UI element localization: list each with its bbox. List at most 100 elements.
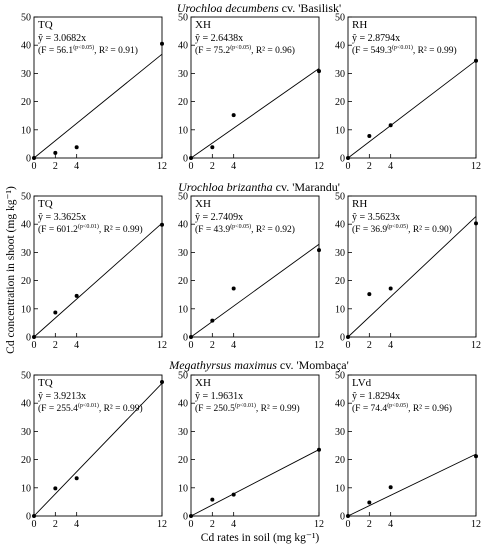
panel-label: RH <box>352 198 367 210</box>
data-point <box>160 41 164 46</box>
x-tick-label: 2 <box>367 161 372 172</box>
chart-panel: 0 10 20 30 40 50 0 2 4 12 XH ŷ = 2.7409x(F = 43.9(p… <box>178 192 324 352</box>
y-tick-label: 50 <box>335 192 345 203</box>
y-tick-label: 30 <box>178 427 188 438</box>
x-tick-label: 0 <box>32 161 37 172</box>
plot-frame <box>33 195 163 338</box>
x-tick-label: 4 <box>74 519 79 530</box>
x-tick-label: 2 <box>53 519 58 530</box>
data-point <box>317 447 321 452</box>
chart-group: Megathyrsus maximus cv. 'Mombaça'0102030… <box>21 358 481 530</box>
y-tick-label: 40 <box>21 220 31 231</box>
y-tick-label: 40 <box>335 399 345 410</box>
y-tick-label: 10 <box>178 483 188 494</box>
chart-group: Urochloa decumbens cv. 'Basilisk'0102030… <box>21 1 481 172</box>
y-tick-label: 10 <box>21 483 31 494</box>
regression-line <box>190 449 320 517</box>
data-point <box>388 485 393 490</box>
x-tick-label: 12 <box>471 161 481 172</box>
data-point <box>231 113 236 118</box>
x-tick-label: 12 <box>314 340 324 351</box>
regression-line <box>190 243 320 338</box>
y-tick-label: 0 <box>26 512 31 523</box>
y-tick-label: 50 <box>21 192 31 203</box>
data-point <box>367 500 372 505</box>
y-tick-label: 10 <box>21 125 31 136</box>
x-tick-label: 4 <box>388 519 393 530</box>
x-tick-label: 4 <box>231 161 236 172</box>
panel-label: RH <box>352 19 367 31</box>
fit-stats: (F = 43.9(p<0.05), R² = 0.92) <box>195 223 295 235</box>
data-point <box>32 156 36 160</box>
chart-panel: 0 10 20 30 40 50 0 2 4 12 TQ ŷ = 3.3625x(F = 601.2(… <box>21 192 167 352</box>
y-tick-label: 20 <box>335 97 345 108</box>
y-tick-label: 10 <box>178 125 188 136</box>
x-tick-label: 2 <box>210 161 215 172</box>
data-point <box>53 310 58 315</box>
plot-frame <box>190 16 320 159</box>
chart-panel: 0 10 20 30 40 50 0 2 4 12 RH ŷ = 3.5623x(F = 36.9(p… <box>335 192 481 352</box>
chart-panel: 0 10 20 30 40 50 0 2 4 12 TQ ŷ = 3.0682x(F = 56.1(p… <box>21 13 167 173</box>
data-point <box>388 123 393 128</box>
data-point <box>74 293 79 298</box>
x-tick-label: 12 <box>314 161 324 172</box>
y-tick-label: 0 <box>183 512 188 523</box>
x-tick-label: 12 <box>157 340 167 351</box>
y-tick-label: 50 <box>178 371 188 382</box>
x-tick-label: 0 <box>346 161 351 172</box>
data-point <box>189 335 193 339</box>
data-point <box>160 222 164 227</box>
group-title: Urochloa decumbens cv. 'Basilisk' <box>177 1 341 15</box>
data-point <box>74 476 79 481</box>
chart-panel: 0 10 20 30 40 50 0 2 4 12 TQ ŷ = 3.9213x(F = 255.4(… <box>21 371 167 531</box>
x-tick-label: 12 <box>471 340 481 351</box>
chart-group: Urochloa brizantha cv. 'Marandu'01020304… <box>21 180 481 351</box>
y-tick-label: 50 <box>335 371 345 382</box>
panel-label: TQ <box>38 19 53 31</box>
y-tick-label: 40 <box>335 220 345 231</box>
x-tick-label: 0 <box>32 519 37 530</box>
x-tick-label: 2 <box>53 161 58 172</box>
y-tick-label: 10 <box>335 304 345 315</box>
regression-line <box>33 53 163 159</box>
fit-equation: ŷ = 1.9631x <box>195 391 243 402</box>
y-tick-label: 10 <box>21 304 31 315</box>
x-tick-label: 4 <box>231 519 236 530</box>
panel-label: TQ <box>38 377 53 389</box>
y-tick-label: 40 <box>178 41 188 52</box>
data-point <box>210 497 215 502</box>
data-point <box>367 292 372 297</box>
y-axis-label: Cd concentration in shoot (mg kg⁻¹) <box>5 186 17 354</box>
data-point <box>32 514 36 518</box>
x-tick-label: 0 <box>32 340 37 351</box>
y-tick-label: 40 <box>21 399 31 410</box>
fit-stats: (F = 74.4(p<0.05), R² = 0.96) <box>352 402 452 414</box>
data-point <box>160 380 164 385</box>
data-point <box>189 514 193 518</box>
x-axis-label: Cd rates in soil (mg kg⁻¹) <box>201 532 320 544</box>
y-tick-label: 50 <box>178 13 188 24</box>
y-tick-label: 30 <box>21 248 31 259</box>
y-tick-label: 0 <box>26 333 31 344</box>
fit-equation: ŷ = 3.3625x <box>38 212 86 223</box>
fit-equation: ŷ = 3.5623x <box>352 212 400 223</box>
y-tick-label: 20 <box>335 455 345 466</box>
data-point <box>474 221 478 226</box>
fit-equation: ŷ = 1.8294x <box>352 391 400 402</box>
data-point <box>474 454 478 459</box>
fit-stats: (F = 36.9(p<0.05), R² = 0.90) <box>352 223 452 235</box>
fit-stats: (F = 250.5(p<0.01), R² = 0.99) <box>195 402 300 414</box>
y-tick-label: 40 <box>178 220 188 231</box>
fit-stats: (F = 56.1(p<0.05), R² = 0.91) <box>38 44 138 56</box>
x-tick-label: 12 <box>471 519 481 530</box>
y-tick-label: 0 <box>340 154 345 165</box>
fit-stats: (F = 255.4(p<0.01), R² = 0.99) <box>38 402 143 414</box>
x-tick-label: 12 <box>157 161 167 172</box>
data-point <box>74 145 79 150</box>
y-tick-label: 0 <box>183 154 188 165</box>
data-point <box>231 286 236 291</box>
x-tick-label: 12 <box>157 519 167 530</box>
y-tick-label: 40 <box>21 41 31 52</box>
x-tick-label: 0 <box>346 519 351 530</box>
group-title: Megathyrsus maximus cv. 'Mombaça' <box>168 358 349 372</box>
